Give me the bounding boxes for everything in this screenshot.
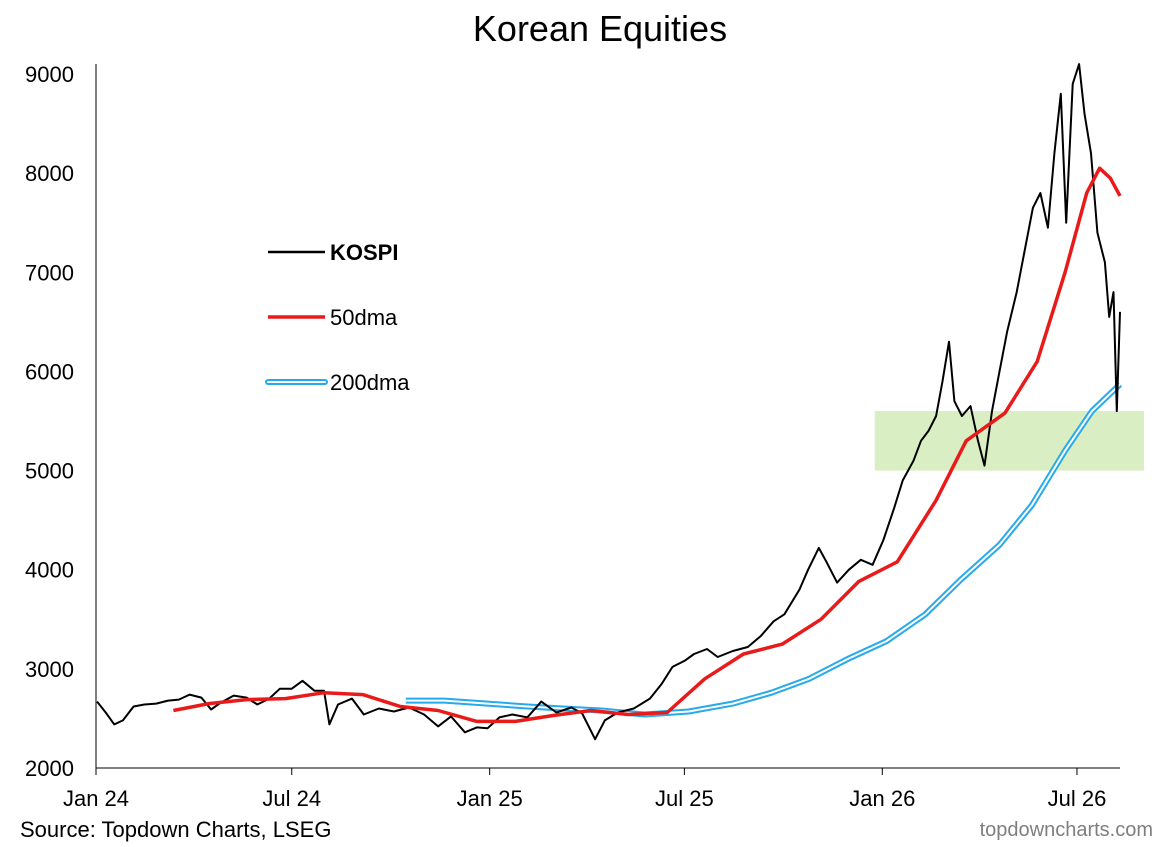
y-tick-label: 4000 (25, 558, 74, 583)
y-tick-label: 3000 (25, 657, 74, 682)
highlight-band-layer (874, 411, 1144, 471)
series-200dma-line-inner (405, 383, 1121, 716)
x-tick-label: Jul 24 (262, 786, 321, 811)
x-tick-label: Jul 25 (655, 786, 714, 811)
axis-layer: 2000 3000 4000 5000 6000 7000 8000 9000 Jan 24 Ju… (25, 62, 1120, 811)
brand-watermark: topdowncharts.com (979, 819, 1153, 841)
x-tick-label: Jul 26 (1048, 786, 1107, 811)
y-tick-label: 5000 (25, 459, 74, 484)
x-tick-label: Jan 24 (63, 786, 129, 811)
chart-title: Korean Equities (472, 8, 728, 49)
y-tick-label: 7000 (25, 260, 74, 285)
y-tick-label: 8000 (25, 161, 74, 186)
y-tick-label: 2000 (25, 756, 74, 781)
legend: KOSPI 50dma 200dma (265, 240, 410, 395)
series-50dma-line (173, 166, 1122, 724)
x-tick-label: Jan 26 (849, 786, 915, 811)
legend-kospi-label: KOSPI (330, 240, 398, 265)
y-tick-label: 9000 (25, 62, 74, 87)
series-layer (96, 63, 1123, 741)
legend-50dma-label: 50dma (330, 305, 398, 330)
legend-200dma-label: 200dma (330, 370, 410, 395)
y-tick-label: 6000 (25, 359, 74, 384)
source-note: Source: Topdown Charts, LSEG (20, 817, 332, 842)
series-kospi-line (96, 63, 1121, 741)
x-tick-label: Jan 25 (457, 786, 523, 811)
highlight-band (874, 411, 1144, 471)
